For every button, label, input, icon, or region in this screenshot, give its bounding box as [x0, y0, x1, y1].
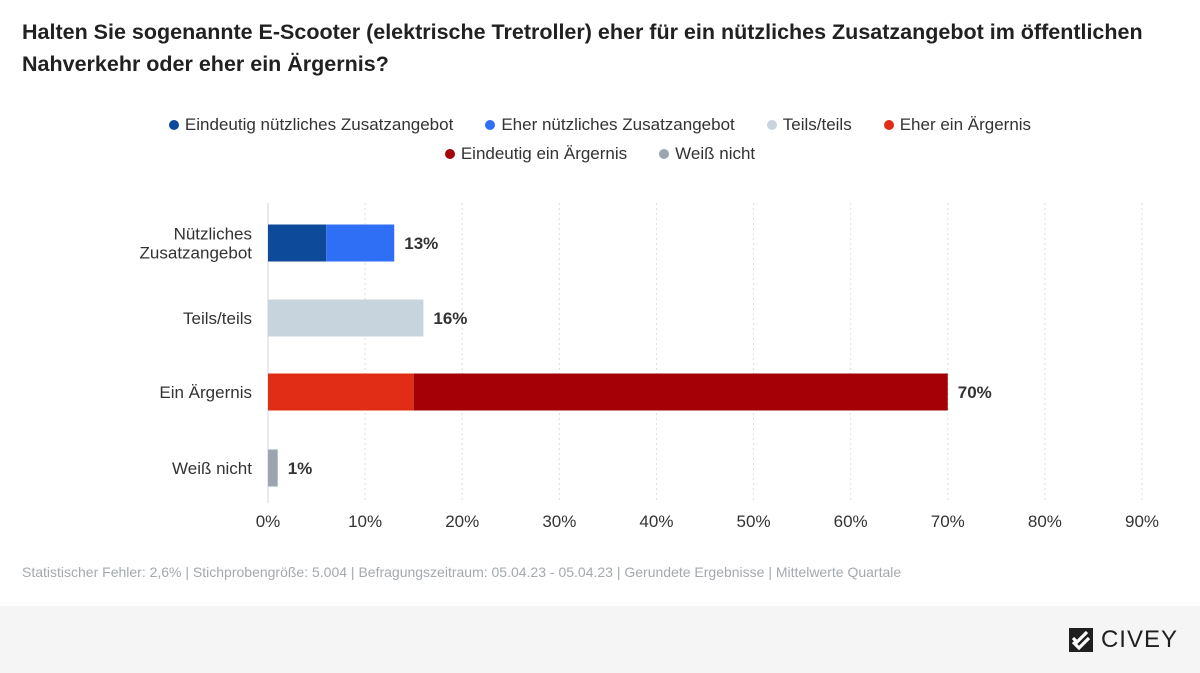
x-tick-label: 30%: [542, 512, 576, 531]
bar-segment: [268, 449, 278, 487]
legend-dot-icon: [168, 120, 179, 130]
legend-item[interactable]: Eher ein Ärgernis: [883, 115, 1032, 134]
bar-segment: [268, 373, 414, 411]
legend-dot-icon: [883, 120, 894, 130]
category-label: Nützliches Zusatzangebot: [140, 225, 253, 263]
legend-label: Eher nützliches Zusatzangebot: [501, 115, 735, 134]
legend-dot-icon: [485, 120, 496, 130]
legend-item[interactable]: Eher nützliches Zusatzangebot: [485, 115, 735, 134]
legend-dot-icon: [766, 120, 777, 130]
legend: Eindeutig nützliches Zusatzangebot Eher n…: [80, 116, 1120, 163]
bar-chart: 0% 10% 20% 30% 40% 50% 60% 70% 80% 90% 13% Nützlich…: [140, 203, 1159, 531]
legend-label: Eindeutig nützliches Zusatzangebot: [184, 115, 454, 134]
legend-label: Teils/teils: [782, 115, 852, 134]
category-label: Ein Ärgernis: [159, 383, 252, 402]
legend-dot-icon: [659, 149, 670, 159]
category-label: Teils/teils: [183, 309, 252, 328]
value-label: 1%: [288, 459, 313, 478]
bar-segment: [268, 299, 424, 337]
legend-label: Eher ein Ärgernis: [899, 115, 1032, 134]
x-tick-label: 20%: [445, 512, 479, 531]
x-tick-label: 40%: [639, 512, 673, 531]
x-tick-label: 90%: [1125, 512, 1159, 531]
chart-title: Halten Sie sogenannte E-Scooter (elektri…: [22, 20, 1143, 76]
category-label-line: Weiß nicht: [172, 459, 252, 478]
bar-segment: [413, 373, 948, 411]
legend-item[interactable]: Weiß nicht: [659, 145, 755, 163]
civey-logo-icon: [1068, 628, 1093, 652]
value-label: 13%: [404, 234, 438, 253]
x-tick-label: 70%: [931, 512, 965, 531]
x-tick-label: 60%: [834, 512, 868, 531]
legend-label: Weiß nicht: [675, 144, 756, 163]
bar-segment: [268, 224, 327, 262]
brand-name: CIVEY: [1100, 626, 1178, 653]
x-tick-label: 10%: [348, 512, 382, 531]
legend-item[interactable]: Teils/teils: [766, 115, 852, 134]
category-label-line: Nützliches: [174, 225, 252, 244]
civey-logo[interactable]: CIVEY: [1067, 626, 1178, 654]
footer-bar: CIVEY: [0, 606, 1200, 673]
bar-segment: [326, 224, 395, 262]
category-label: Weiß nicht: [172, 459, 252, 478]
legend-item[interactable]: Eindeutig ein Ärgernis: [444, 144, 628, 163]
x-tick-label: 50%: [737, 512, 771, 531]
legend-label: Eindeutig ein Ärgernis: [460, 144, 628, 163]
footnote: Statistischer Fehler: 2,6% | Stichproben…: [22, 564, 902, 580]
x-tick-label: 0%: [256, 512, 281, 531]
legend-item[interactable]: Eindeutig nützliches Zusatzangebot: [168, 115, 454, 134]
value-label: 16%: [433, 309, 467, 328]
category-label-line: Zusatzangebot: [140, 244, 253, 263]
value-label: 70%: [958, 383, 992, 402]
x-tick-label: 80%: [1028, 512, 1062, 531]
category-label-line: Teils/teils: [183, 309, 252, 328]
legend-dot-icon: [444, 149, 455, 159]
category-label-line: Ein Ärgernis: [159, 383, 252, 402]
